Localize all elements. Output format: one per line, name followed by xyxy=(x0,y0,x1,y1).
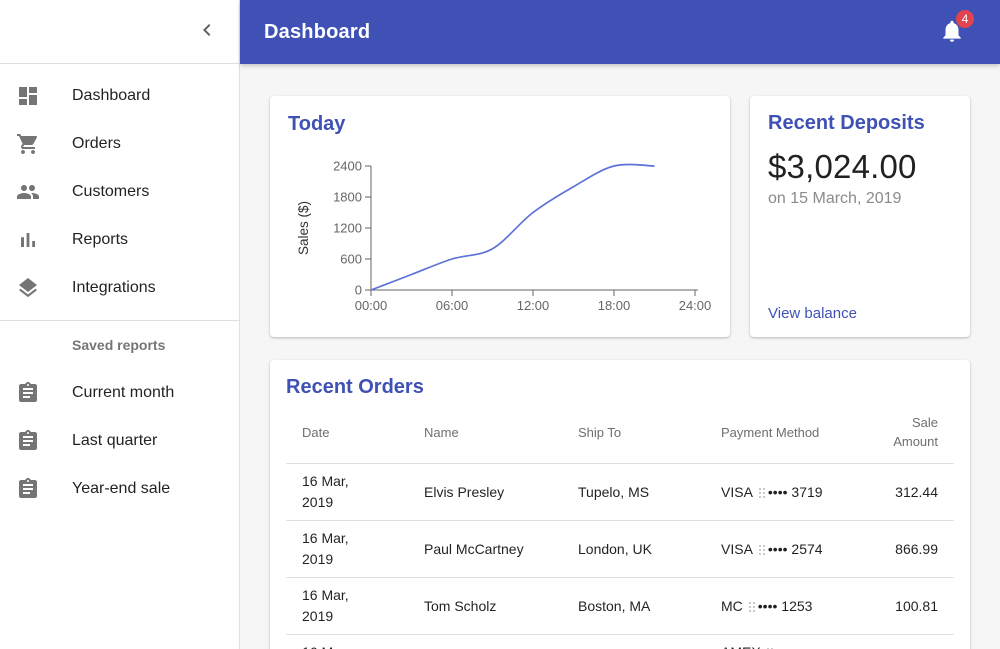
svg-text:600: 600 xyxy=(340,252,362,267)
sidebar: Dashboard Orders Customers Reports xyxy=(0,0,240,649)
table-row: 16 Mar, 2019 Elvis Presley Tupelo, MS VI… xyxy=(286,463,954,521)
svg-text:12:00: 12:00 xyxy=(517,298,550,313)
order-ship-to: Boston, MA xyxy=(562,577,705,635)
sales-line-chart: 0 600 1200 1800 2400 00:00 06:00 12:00 18:00 24:0… xyxy=(296,159,712,314)
table-row: 16 Mar, 2019 Tom Scholz Boston, MA MC •••… xyxy=(286,577,954,635)
chevron-left-icon xyxy=(195,18,219,45)
sidebar-item-label: Customers xyxy=(72,183,150,200)
card-mask-icon xyxy=(757,485,766,498)
main-content: Today 0 600 1200 1800 2400 00:00 06:00 12:00 18:… xyxy=(240,64,1000,649)
sidebar-item-reports[interactable]: Reports xyxy=(0,216,239,264)
card-mask-icon xyxy=(747,599,756,612)
svg-text:18:00: 18:00 xyxy=(598,298,631,313)
col-header-date: Date xyxy=(286,399,408,464)
collapse-drawer-button[interactable] xyxy=(183,8,231,56)
sidebar-item-integrations[interactable]: Integrations xyxy=(0,264,239,312)
order-ship-to: Tupelo, MS xyxy=(562,463,705,521)
svg-text:Sales ($): Sales ($) xyxy=(296,201,311,255)
table-row: 16 Mar, 2019 Paul McCartney London, UK V… xyxy=(286,520,954,578)
orders-table-header-row: Date Name Ship To Payment Method Sale Am… xyxy=(286,399,954,464)
order-name: Tom Scholz xyxy=(408,577,562,635)
order-date: 16 Mar, 2019 xyxy=(286,577,408,635)
shopping-cart-icon xyxy=(16,132,40,156)
assignment-icon xyxy=(16,381,40,405)
order-name xyxy=(408,634,562,649)
bar-chart-icon xyxy=(16,228,40,252)
sidebar-item-orders[interactable]: Orders xyxy=(0,120,239,168)
drawer-header xyxy=(0,0,239,64)
recent-orders-card: Recent Orders Date Name Ship To Payment … xyxy=(270,360,970,649)
sidebar-item-label: Current month xyxy=(72,384,175,401)
order-payment: VISA •••• 3719 xyxy=(705,463,857,521)
order-date: 16 Mar, 2019 xyxy=(286,463,408,521)
bell-icon xyxy=(939,18,965,47)
notifications-button[interactable]: 4 xyxy=(928,8,976,56)
order-payment: AMEX•••• 2000 xyxy=(705,634,857,649)
order-amount: 866.99 xyxy=(857,520,954,578)
col-header-sale-amount: Sale Amount xyxy=(857,399,954,464)
order-payment: MC •••• 1253 xyxy=(705,577,857,635)
svg-text:00:00: 00:00 xyxy=(355,298,388,313)
deposit-date: on 15 March, 2019 xyxy=(768,190,902,207)
assignment-icon xyxy=(16,429,40,453)
order-date: 16 Mar, 2019 xyxy=(286,634,408,649)
dashboard-icon xyxy=(16,84,40,108)
people-icon xyxy=(16,180,40,204)
order-date: 16 Mar, 2019 xyxy=(286,520,408,578)
sidebar-item-label: Dashboard xyxy=(72,87,151,104)
sidebar-item-last-quarter[interactable]: Last quarter xyxy=(0,417,239,465)
sidebar-item-label: Year-end sale xyxy=(72,480,171,497)
today-chart-card: Today 0 600 1200 1800 2400 00:00 06:00 12:00 18:… xyxy=(270,96,730,337)
sidebar-divider xyxy=(0,320,239,321)
table-row: 16 Mar, 2019 AMEX•••• 2000 xyxy=(286,634,954,649)
saved-reports-header: Saved reports xyxy=(72,337,166,353)
today-card-title: Today xyxy=(288,113,346,135)
view-balance-link[interactable]: View balance xyxy=(768,305,857,322)
sidebar-item-label: Last quarter xyxy=(72,432,158,449)
sidebar-item-dashboard[interactable]: Dashboard xyxy=(0,72,239,120)
assignment-icon xyxy=(16,477,40,501)
card-mask-icon xyxy=(757,542,766,555)
orders-card-title: Recent Orders xyxy=(286,376,424,398)
sidebar-item-customers[interactable]: Customers xyxy=(0,168,239,216)
svg-text:0: 0 xyxy=(355,283,362,298)
deposits-card-title: Recent Deposits xyxy=(768,112,925,134)
orders-table: Date Name Ship To Payment Method Sale Am… xyxy=(286,399,954,649)
svg-text:06:00: 06:00 xyxy=(436,298,469,313)
order-amount xyxy=(857,634,954,649)
col-header-payment-method: Payment Method xyxy=(705,399,857,464)
app-bar: Dashboard 4 xyxy=(240,0,1000,64)
order-payment: VISA •••• 2574 xyxy=(705,520,857,578)
svg-text:1200: 1200 xyxy=(333,221,362,236)
svg-text:2400: 2400 xyxy=(333,159,362,174)
col-header-name: Name xyxy=(408,399,562,464)
order-name: Elvis Presley xyxy=(408,463,562,521)
deposit-amount: $3,024.00 xyxy=(768,148,917,185)
col-header-ship-to: Ship To xyxy=(562,399,705,464)
recent-deposits-card: Recent Deposits $3,024.00 on 15 March, 2… xyxy=(750,96,970,337)
page-title: Dashboard xyxy=(264,20,371,43)
layers-icon xyxy=(16,276,40,300)
order-amount: 312.44 xyxy=(857,463,954,521)
svg-text:24:00: 24:00 xyxy=(679,298,712,313)
sidebar-item-year-end-sale[interactable]: Year-end sale xyxy=(0,465,239,513)
card-mask-icon xyxy=(765,646,774,649)
svg-text:1800: 1800 xyxy=(333,190,362,205)
sidebar-item-label: Orders xyxy=(72,135,121,152)
sidebar-item-label: Reports xyxy=(72,231,129,248)
main-nav-list: Dashboard Orders Customers Reports xyxy=(0,64,239,320)
notification-badge: 4 xyxy=(956,10,974,28)
sidebar-item-current-month[interactable]: Current month xyxy=(0,369,239,417)
order-ship-to: London, UK xyxy=(562,520,705,578)
order-name: Paul McCartney xyxy=(408,520,562,578)
order-amount: 100.81 xyxy=(857,577,954,635)
sidebar-item-label: Integrations xyxy=(72,279,156,296)
order-ship-to xyxy=(562,634,705,649)
saved-reports-list: Current month Last quarter Year-end sale xyxy=(0,369,239,521)
